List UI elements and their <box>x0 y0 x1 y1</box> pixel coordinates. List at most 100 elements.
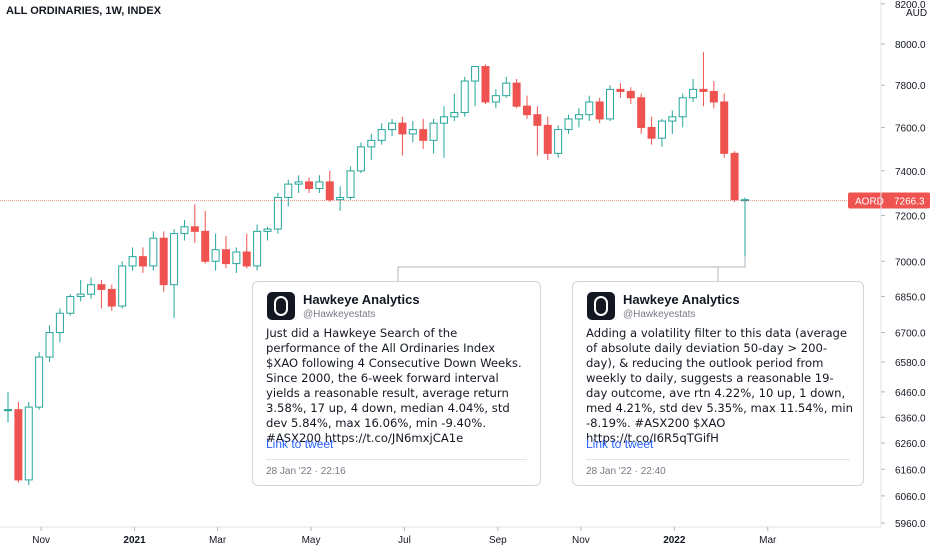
candle-up <box>471 66 480 82</box>
y-tick-label: 7600.0 <box>895 123 926 134</box>
tweet-author-name: Hawkeye Analytics <box>303 292 420 307</box>
last-price-tag <box>848 192 930 209</box>
candle-down <box>616 88 625 92</box>
price-tag-symbol: AORD <box>855 197 884 208</box>
y-tick-label: 6460.0 <box>895 388 926 399</box>
currency-label: AUD <box>906 8 927 19</box>
x-tick-label: Mar <box>759 535 777 546</box>
x-tick-label: Nov <box>32 535 50 546</box>
candle-up <box>45 332 54 358</box>
annotation-connectors <box>397 256 746 281</box>
link-to-tweet[interactable]: Link to tweet <box>586 437 654 451</box>
candle-up <box>388 122 397 131</box>
y-tick-label: 6700.0 <box>895 329 926 340</box>
y-tick-label: 6160.0 <box>895 465 926 476</box>
y-tick-label: 7800.0 <box>895 81 926 92</box>
candle-up <box>668 116 677 122</box>
candle-down <box>709 90 718 103</box>
candle-up <box>87 284 96 295</box>
candle-down <box>138 256 147 267</box>
y-tick-label: 7200.0 <box>895 211 926 222</box>
y-tick-label: 6580.0 <box>895 358 926 369</box>
candle-up <box>429 122 438 141</box>
candle-up <box>460 80 469 114</box>
candle-up <box>211 249 220 262</box>
tweet-text: Adding a volatility filter to this data … <box>586 326 853 445</box>
x-tick-label: Nov <box>572 535 590 546</box>
candle-down <box>201 230 210 262</box>
tweet-text: Just did a Hawkeye Search of the perform… <box>266 326 522 445</box>
candle-down <box>699 88 708 92</box>
candle-up <box>574 114 583 120</box>
hawkeye-logo-icon <box>587 292 615 320</box>
candle-up <box>554 129 563 154</box>
candle-up <box>564 118 573 131</box>
tweet-timestamp: 28 Jan '22 · 22:16 <box>266 466 346 477</box>
y-tick-label: 6360.0 <box>895 413 926 424</box>
candle-up <box>128 256 137 267</box>
card-divider <box>586 459 850 460</box>
candle-up <box>118 265 127 307</box>
candle-up <box>657 120 666 139</box>
candle-down <box>305 181 314 190</box>
tweet-author-handle: @Hawkeyestats <box>303 309 376 320</box>
y-tick-label: 6850.0 <box>895 293 926 304</box>
candle-up <box>170 233 179 286</box>
candle-down <box>533 114 542 126</box>
x-tick-label: 2021 <box>123 535 146 546</box>
candle-up <box>66 296 75 314</box>
candle-down <box>419 129 428 141</box>
candle-up <box>284 183 293 198</box>
y-tick-label: 7000.0 <box>895 257 926 268</box>
candle-up <box>367 139 376 148</box>
candle-up <box>149 237 158 267</box>
tweet-author-handle: @Hawkeyestats <box>623 309 696 320</box>
candle-down <box>14 409 23 481</box>
candle-up <box>678 97 687 118</box>
candle-up <box>273 196 282 230</box>
candle-down <box>97 284 106 290</box>
tweet-card: Hawkeye Analytics @Hawkeyestats Adding a… <box>572 281 864 486</box>
link-to-tweet[interactable]: Link to tweet <box>266 437 334 451</box>
hawkeye-logo-icon <box>267 292 295 320</box>
candle-down <box>523 105 531 116</box>
x-tick-label: Sep <box>489 535 507 546</box>
last-price-line-layer: AORD 7266.3 <box>0 192 930 209</box>
card-divider <box>266 459 527 460</box>
candle-up <box>263 228 272 232</box>
candle-up <box>356 146 365 172</box>
candle-up <box>439 116 448 124</box>
candles-layer <box>4 52 749 486</box>
candle-up <box>585 101 594 116</box>
time-axis: Nov 2021 Mar May Jul Sep Nov 2022 Mar <box>0 526 881 546</box>
x-tick-label: Mar <box>209 535 227 546</box>
candle-down <box>221 249 230 265</box>
y-tick-label: 6060.0 <box>895 492 926 503</box>
tweet-author-name: Hawkeye Analytics <box>623 292 740 307</box>
candle-down <box>720 101 729 154</box>
x-tick-label: May <box>302 535 321 546</box>
candle-down <box>543 124 552 154</box>
candle-up <box>232 251 241 265</box>
candle-up <box>491 95 500 103</box>
candle-down <box>512 82 521 107</box>
candle-up <box>502 82 511 97</box>
y-tick-label: 7400.0 <box>895 167 926 178</box>
candle-down <box>730 152 739 201</box>
candle-up <box>315 181 324 190</box>
x-tick-label: 2022 <box>663 535 686 546</box>
candle-down <box>626 90 635 99</box>
x-tick-label: Jul <box>398 535 411 546</box>
candle-down <box>107 288 116 307</box>
price-tag-value: 7266.3 <box>894 197 925 208</box>
y-tick-label: 8000.0 <box>895 40 926 51</box>
y-tick-label: 8200.0 <box>895 0 926 11</box>
tweet-card: Hawkeye Analytics @Hawkeyestats Just did… <box>252 281 541 486</box>
candle-up <box>294 181 303 185</box>
candle-down <box>242 251 251 267</box>
candle-up <box>55 312 64 334</box>
candle-down <box>647 126 656 139</box>
y-tick-label: 6260.0 <box>895 439 926 450</box>
tweet-timestamp: 28 Jan '22 · 22:40 <box>586 466 666 477</box>
